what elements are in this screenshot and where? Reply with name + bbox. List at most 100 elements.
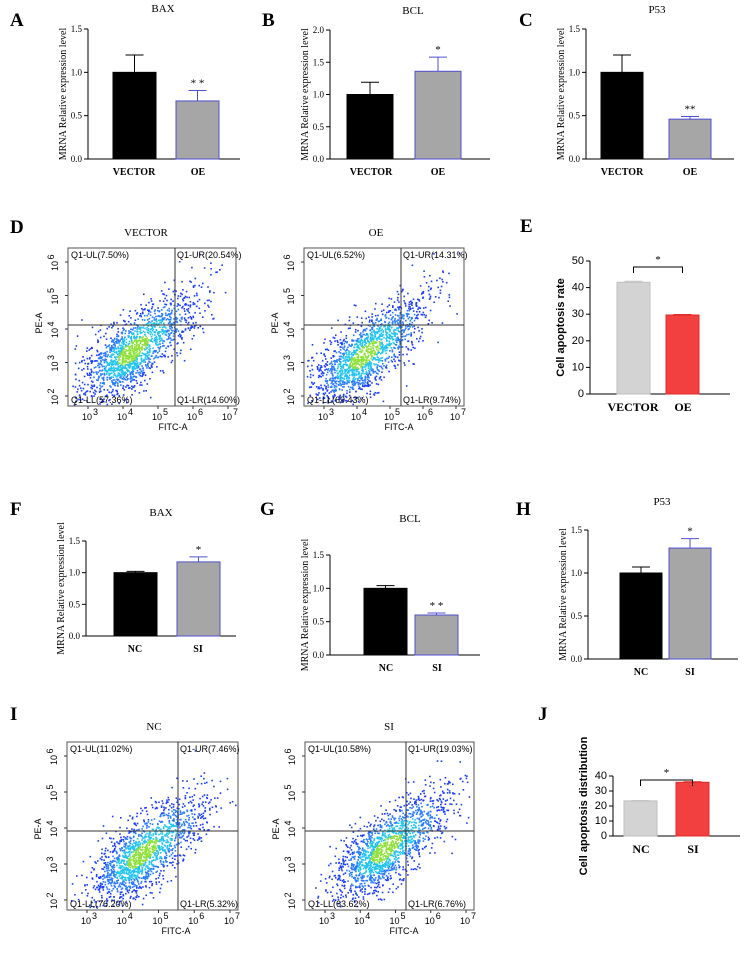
event-dot [162,827,165,830]
event-dot [197,815,199,818]
event-dot [195,821,197,824]
event-dot [116,335,118,338]
event-dot [172,831,175,834]
event-dot [144,871,147,873]
event-dot [394,332,397,334]
event-dot [386,311,388,314]
quadrant-label-ll: Q1-LL(57.36%) [71,395,133,405]
event-dot [159,315,161,318]
event-dot [235,804,237,807]
event-dot [121,359,124,361]
event-dot [139,342,142,344]
event-dot [111,394,114,396]
event-dot [361,347,364,349]
event-dot [357,340,360,343]
event-dot [177,862,180,864]
event-dot [96,386,98,389]
event-dot [189,315,192,318]
event-dot [346,382,348,385]
x-tick-label: 10 [117,412,127,422]
event-dot [149,838,151,840]
event-dot [154,840,156,843]
event-dot [152,872,154,875]
event-dot [133,828,135,831]
event-dot [180,349,182,352]
event-dot [168,847,170,850]
event-dot [85,390,88,393]
event-dot [122,854,124,857]
event-dot [136,357,138,360]
event-dot [340,377,343,379]
event-dot [378,341,381,343]
event-dot [141,832,143,835]
event-dot [114,882,117,885]
event-dot [133,386,135,388]
event-dot [104,344,107,346]
event-dot [388,342,391,345]
event-dot [357,367,360,370]
event-dot [165,859,167,862]
event-dot [190,317,192,319]
event-dot [161,849,164,852]
event-dot [113,884,115,887]
event-dot [146,347,148,349]
event-dot [391,311,394,314]
event-dot [348,369,351,371]
event-dot [138,872,140,874]
event-dot [157,826,159,829]
event-dot [149,314,152,317]
event-dot [362,360,364,363]
event-dot [125,892,127,895]
event-dot [385,345,388,347]
event-dot [374,352,377,354]
event-dot [403,317,405,320]
event-dot [371,354,373,357]
event-dot [95,360,97,362]
bar-vector [346,94,394,160]
event-dot [320,352,322,354]
event-dot [100,374,102,377]
bar-si [176,561,221,637]
event-dot [396,333,398,335]
event-dot [160,315,163,318]
event-dot [105,353,107,355]
event-dot [129,897,132,899]
event-dot [355,358,357,361]
event-dot [369,345,372,348]
event-dot [122,856,124,858]
event-dot [358,387,360,390]
event-dot [395,337,398,340]
event-dot [157,309,159,312]
event-dot [377,373,379,375]
event-dot [148,360,150,363]
event-dot [349,327,351,329]
event-dot [83,359,86,362]
event-dot [357,344,359,346]
event-dot [184,304,187,306]
event-dot [405,319,407,322]
event-dot [129,373,131,376]
event-dot [390,335,392,338]
event-dot [173,307,175,310]
event-dot [404,328,406,331]
event-dot [168,832,171,834]
event-dot [134,390,136,392]
event-dot [101,373,104,375]
event-dot [136,874,139,876]
event-dot [126,868,128,870]
event-dot [143,341,146,343]
event-dot [360,335,362,338]
x-tick-label: 10 [351,412,361,422]
event-dot [334,361,336,363]
event-dot [139,852,141,854]
event-dot [133,336,135,338]
event-dot [353,346,356,349]
event-dot [124,882,127,884]
event-dot [142,336,144,338]
event-dot [172,848,174,850]
event-dot [383,336,385,339]
event-dot [169,804,171,807]
event-dot [146,856,149,859]
event-dot [357,377,360,379]
